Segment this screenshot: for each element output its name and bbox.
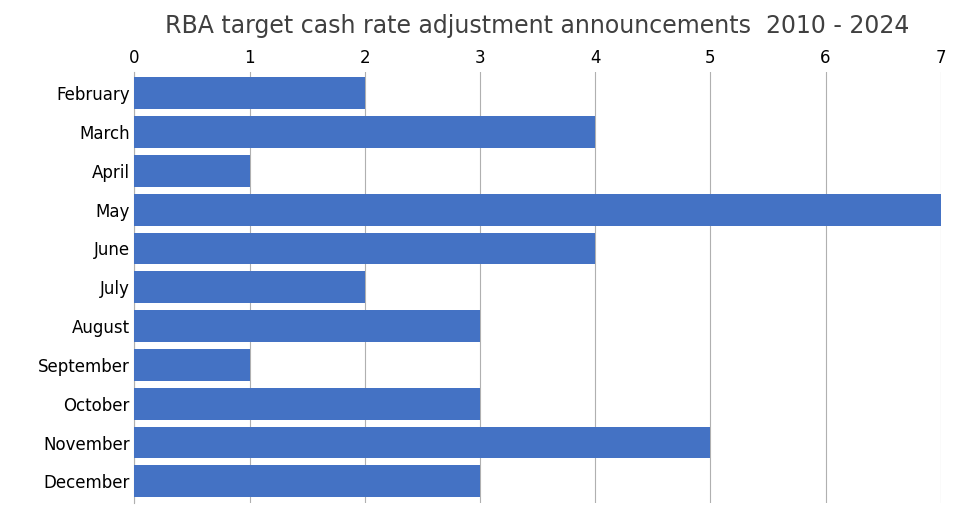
Bar [134,116,595,148]
Bar [134,427,710,459]
Bar [134,194,941,226]
Bar [134,465,480,497]
Bar [134,388,480,420]
Bar [134,155,250,187]
Bar [134,232,595,264]
Bar [134,77,365,109]
Bar [134,349,250,381]
Title: RBA target cash rate adjustment announcements  2010 - 2024: RBA target cash rate adjustment announce… [165,14,910,38]
Bar [134,271,365,303]
Bar [134,310,480,342]
